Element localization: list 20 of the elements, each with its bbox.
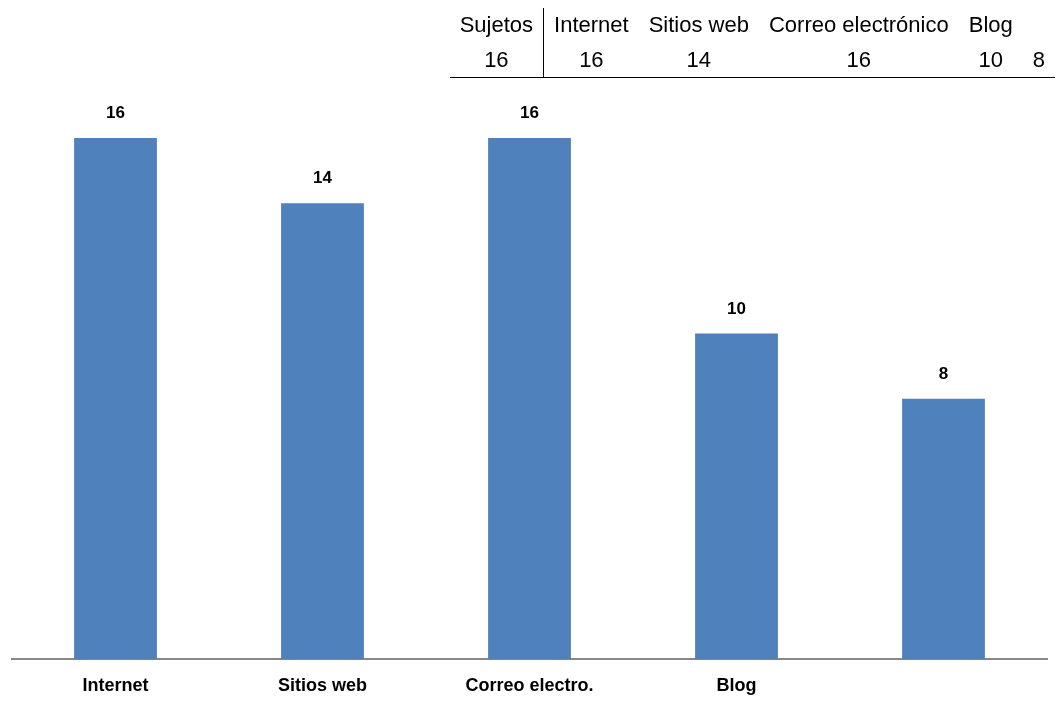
- text: 16: [449, 42, 544, 78]
- data-label: 16: [106, 103, 125, 123]
- text: Internet: [553, 11, 630, 40]
- text: Correo electrónico: [767, 11, 950, 40]
- x-tick-label: Internet: [82, 675, 149, 696]
- text: 16: [845, 45, 873, 74]
- text: 14: [685, 45, 713, 74]
- text: 16: [578, 45, 605, 74]
- text: 10: [977, 45, 1004, 74]
- x-tick-label: Blog: [716, 675, 757, 696]
- data-label: 8: [938, 363, 949, 383]
- text: 8: [1031, 45, 1046, 74]
- x-tick-label: Sitios web: [277, 675, 368, 696]
- x-tick-label: Correo electro.: [465, 675, 594, 696]
- text: Sujetos: [449, 8, 544, 43]
- data-label: 14: [313, 168, 333, 188]
- text: Sitios web: [647, 11, 750, 40]
- text: Blog: [967, 11, 1014, 40]
- data-label: 16: [520, 103, 539, 123]
- data-label: 10: [727, 298, 746, 318]
